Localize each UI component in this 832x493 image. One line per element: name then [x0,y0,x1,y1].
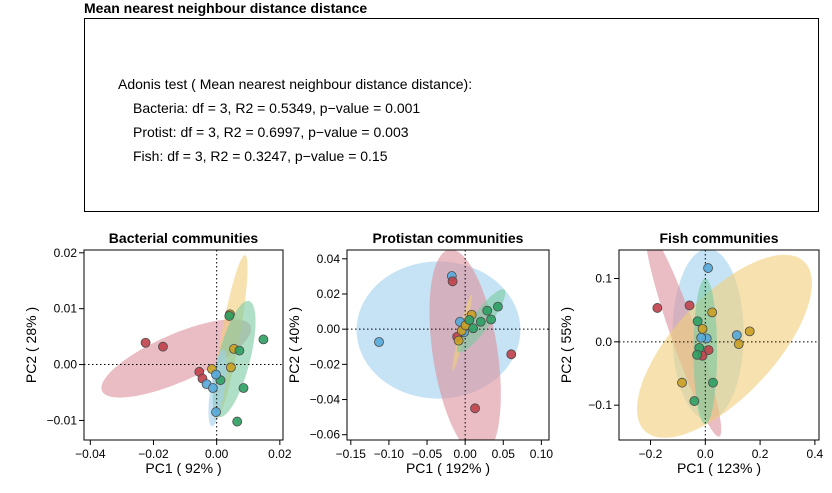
y-axis-label: PC2 ( 28% ) [23,307,39,383]
point-green [238,383,249,393]
point-green [482,305,493,316]
x-axis-label: PC1 ( 123% ) [677,460,761,476]
y-axis-label: PC2 ( 40% ) [286,307,302,383]
x-tick-label: 0.10 [530,447,554,461]
point-red [703,345,714,355]
point-green [224,311,235,321]
y-tick-label: −0.04 [310,393,341,407]
point-yellow [744,326,755,337]
x-tick-label: −0.10 [374,447,405,461]
x-tick-label: 0.00 [205,447,229,461]
point-blue [703,263,713,273]
point-red [140,337,151,348]
point-blue [731,330,742,341]
plot-frame [618,249,820,441]
point-yellow [697,323,708,334]
y-tick-label: 0.02 [54,246,78,260]
page-title: Mean nearest neighbour distance distance [84,0,368,16]
adonis-stats-box: Adonis test ( Mean nearest neighbour dis… [84,18,819,212]
x-axis-label: PC1 ( 192% ) [406,460,490,476]
point-red [470,403,480,414]
point-yellow [225,362,236,373]
x-tick-label: −0.2 [639,447,663,461]
y-tick-label: −0.1 [588,398,612,412]
y-tick-label: 0.00 [54,358,78,372]
point-red [158,341,168,352]
point-blue [211,369,221,380]
point-blue [374,337,384,347]
point-blue [211,407,221,417]
point-yellow [453,335,464,346]
x-tick-label: 0.2 [752,447,769,461]
stats-line-protist: Protist: df = 3, R2 = 0.6997, p−value = … [133,124,409,140]
protistan-chart: −0.15 −0.10 −0.05 0.00 0.05 0.10 −0.06 −0.04 −0.… [286,230,553,476]
y-tick-label: −0.06 [310,428,341,442]
plot-frame [83,249,284,441]
x-tick-label: −0.04 [75,447,106,461]
x-tick-label: 0.4 [807,447,824,461]
bacterial-chart: −0.04 −0.02 0.00 0.02 −0.01 0.00 0.01 0.02 Bacte… [23,230,292,476]
point-yellow [733,339,744,349]
point-green [468,323,479,334]
point-green [232,416,243,427]
point-yellow [707,307,718,318]
x-tick-label: 0.0 [697,447,714,461]
x-tick-label: −0.02 [138,447,169,461]
point-red [652,303,663,313]
y-tick-label: 0.02 [317,287,341,301]
point-blue [696,332,707,343]
point-red [506,349,517,360]
point-green [493,301,503,312]
stats-line-fish: Fish: df = 3, R2 = 0.3247, p−value = 0.1… [133,148,388,164]
point-red [684,300,695,311]
x-tick-label: −0.05 [412,447,443,461]
bacterial-plot-area [84,250,283,440]
chart-title: Protistan communities [373,230,524,246]
point-blue [207,383,218,393]
point-green [234,345,245,356]
y-tick-label: 0.00 [317,322,341,336]
point-green [692,349,702,360]
y-axis-label: PC2 ( 55% ) [558,307,574,383]
y-tick-label: −0.01 [47,413,78,427]
point-green [692,316,703,327]
chart-title: Fish communities [659,230,778,246]
y-tick-label: 0.01 [54,302,78,316]
stats-line-bacteria: Bacteria: df = 3, R2 = 0.5349, p−value =… [133,100,421,116]
point-green [258,334,269,345]
x-tick-label: 0.00 [453,447,477,461]
point-green [708,377,718,388]
point-green [486,314,496,325]
ellipse-red [101,319,252,398]
x-tick-label: −0.15 [336,447,367,461]
y-tick-label: 0.1 [595,272,612,286]
ellipse-yellow [637,254,812,438]
chart-title: Bacterial communities [109,230,259,246]
point-green [689,396,700,406]
x-tick-label: 0.05 [492,447,516,461]
fish-plot-area [619,250,819,440]
y-tick-label: −0.02 [310,357,341,371]
plot-frame [346,249,550,441]
point-yellow [677,377,687,388]
protistan-plot-area [347,250,549,440]
point-green [464,315,475,325]
stats-heading: Adonis test ( Mean nearest neighbour dis… [118,76,473,92]
point-red [447,276,458,287]
fish-chart: −0.2 0.0 0.2 0.4 −0.1 0.0 0.1 Fish communities P… [558,230,824,476]
x-tick-label: 0.02 [268,447,292,461]
y-tick-label: 0.0 [595,335,612,349]
y-tick-label: 0.04 [317,252,341,266]
x-axis-label: PC1 ( 92% ) [145,460,221,476]
point-green [475,316,486,327]
